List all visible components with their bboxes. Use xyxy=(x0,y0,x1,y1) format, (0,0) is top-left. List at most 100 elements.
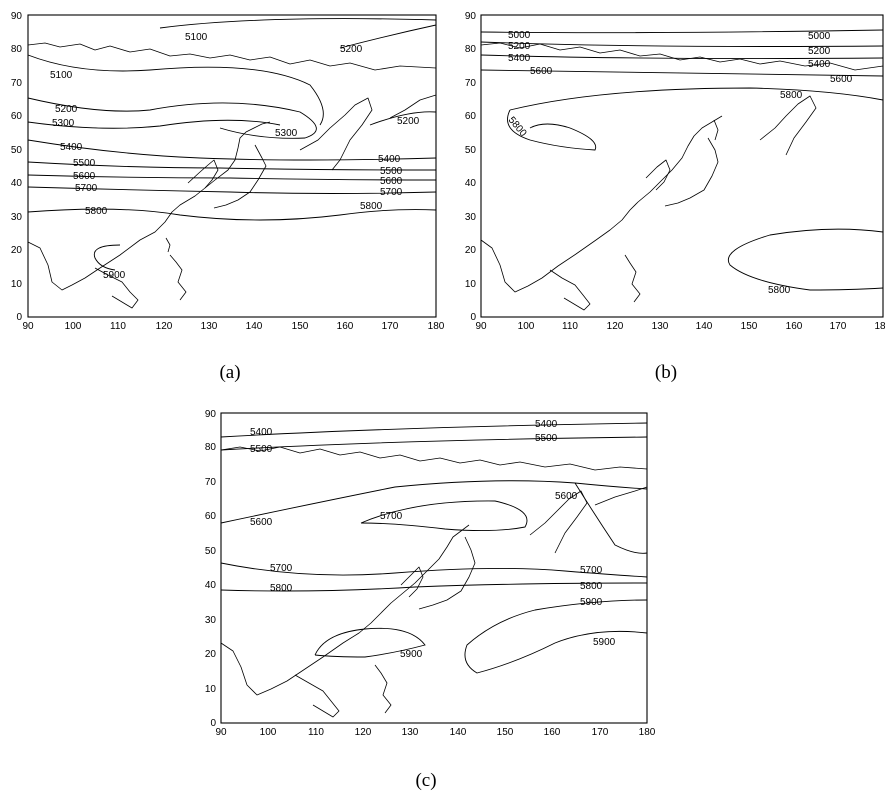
coastline-philippines-b xyxy=(624,254,641,303)
contour-5100-west-a xyxy=(27,54,324,126)
contour-5500-a xyxy=(27,161,437,171)
contour-label: 5800 xyxy=(780,90,803,101)
contour-5600-a xyxy=(27,174,437,181)
x-tick-label: 140 xyxy=(696,321,713,332)
coastline-indochina-a xyxy=(94,267,139,309)
x-tick-label: 100 xyxy=(260,727,277,738)
y-tick-label: 90 xyxy=(205,409,217,420)
x-axis-b: 90 100 110 120 130 140 150 160 170 18 xyxy=(475,321,885,332)
contour-5700-c xyxy=(220,562,648,578)
contour-label: 5300 xyxy=(52,118,75,129)
y-tick-label: 50 xyxy=(11,145,23,156)
x-tick-label: 150 xyxy=(497,727,514,738)
panel-caption-c: (c) xyxy=(415,770,437,791)
contour-5400-a xyxy=(27,139,437,161)
plot-area-c: 5400 5500 5400 5500 5600 5700 5600 5700 … xyxy=(220,412,648,724)
contour-5800-north-b xyxy=(509,87,884,111)
contour-label: 5500 xyxy=(250,444,273,455)
y-tick-label: 50 xyxy=(465,145,477,156)
x-tick-label: 140 xyxy=(246,321,263,332)
contour-5700-a xyxy=(27,186,437,194)
contour-5000-b xyxy=(480,29,884,34)
contour-label: 5700 xyxy=(270,563,293,574)
y-tick-label: 90 xyxy=(465,11,477,22)
contour-5200-b xyxy=(480,41,884,47)
contour-label: 5900 xyxy=(580,597,603,608)
contour-label: 5900 xyxy=(103,270,126,281)
contour-label: 5800 xyxy=(580,581,603,592)
contour-label: 5600 xyxy=(830,74,853,85)
contour-5300-west-a xyxy=(27,119,281,129)
x-tick-label: 90 xyxy=(215,727,227,738)
map-b: 5000 5200 5400 5600 5000 5200 5400 5600 … xyxy=(465,11,885,332)
y-tick-label: 90 xyxy=(11,11,23,22)
y-tick-label: 50 xyxy=(205,546,217,557)
x-tick-label: 150 xyxy=(741,321,758,332)
x-tick-label: 90 xyxy=(22,321,34,332)
contour-label: 5800 xyxy=(768,285,791,296)
contour-label: 5600 xyxy=(250,517,273,528)
coastline-siberia-c xyxy=(220,446,648,471)
x-tick-label: 110 xyxy=(110,321,126,332)
y-tick-label: 10 xyxy=(465,279,477,290)
map-frame-a xyxy=(27,14,437,318)
x-tick-label: 100 xyxy=(65,321,82,332)
coastline-indochina-c xyxy=(294,674,340,718)
contour-label: 5600 xyxy=(530,66,553,77)
contour-label: 5800 xyxy=(85,206,108,217)
coastline-sakhalin-b xyxy=(713,119,719,141)
contour-label: 5000 xyxy=(808,31,831,42)
contour-5400-b xyxy=(480,54,884,60)
x-tick-label: 170 xyxy=(830,321,847,332)
coastline-asia-c xyxy=(220,524,470,696)
coastline-korea-c xyxy=(400,566,424,598)
map-frame-b xyxy=(480,14,884,318)
y-axis-b: 0 10 20 30 40 50 60 70 80 90 xyxy=(465,11,477,323)
panel-c: 5400 5500 5400 5500 5600 5700 5600 5700 … xyxy=(195,405,656,740)
contour-5600-c xyxy=(220,480,648,524)
map-frame-c xyxy=(220,412,648,724)
x-tick-label: 18 xyxy=(874,321,885,332)
y-tick-label: 20 xyxy=(205,649,217,660)
contour-5600-b xyxy=(480,69,884,77)
contour-5800-loop-b xyxy=(507,109,597,151)
contour-5900-east-c xyxy=(464,599,648,674)
x-tick-label: 130 xyxy=(201,321,218,332)
y-tick-label: 60 xyxy=(205,511,217,522)
contour-label: 5400 xyxy=(378,154,401,165)
y-tick-label: 20 xyxy=(465,245,477,256)
x-tick-label: 120 xyxy=(355,727,372,738)
y-tick-label: 60 xyxy=(11,111,23,122)
x-tick-label: 130 xyxy=(402,727,419,738)
y-tick-label: 70 xyxy=(205,477,217,488)
x-tick-label: 180 xyxy=(428,321,445,332)
y-tick-label: 40 xyxy=(465,178,477,189)
contour-label: 5800 xyxy=(506,115,529,139)
coastline-kamchatka-c xyxy=(529,490,588,554)
y-axis-c: 0 10 20 30 40 50 60 70 80 90 xyxy=(205,409,217,729)
y-tick-label: 30 xyxy=(465,212,477,223)
y-tick-label: 20 xyxy=(11,245,23,256)
contour-label: 5900 xyxy=(400,649,423,660)
contour-label: 5500 xyxy=(73,158,96,169)
contour-label: 5400 xyxy=(250,427,273,438)
coastline-korea-a xyxy=(187,159,219,189)
panel-b: 5000 5200 5400 5600 5000 5200 5400 5600 … xyxy=(450,0,885,340)
y-tick-label: 40 xyxy=(205,580,217,591)
x-tick-label: 170 xyxy=(592,727,609,738)
x-tick-label: 120 xyxy=(607,321,624,332)
x-tick-label: 160 xyxy=(786,321,803,332)
contour-label: 5100 xyxy=(185,32,208,43)
contour-label: 5400 xyxy=(60,142,83,153)
coastline-alaska-a xyxy=(389,94,437,119)
contour-label: 5000 xyxy=(508,30,531,41)
coastline-korea-b xyxy=(645,159,671,191)
coastline-japan-b xyxy=(664,137,719,207)
contour-label: 5600 xyxy=(380,176,403,187)
y-tick-label: 0 xyxy=(210,718,216,729)
contour-label: 5700 xyxy=(580,565,603,576)
contour-label: 5200 xyxy=(808,46,831,57)
contour-label: 5300 xyxy=(275,128,298,139)
y-tick-label: 10 xyxy=(11,279,23,290)
contour-label: 5700 xyxy=(380,511,403,522)
